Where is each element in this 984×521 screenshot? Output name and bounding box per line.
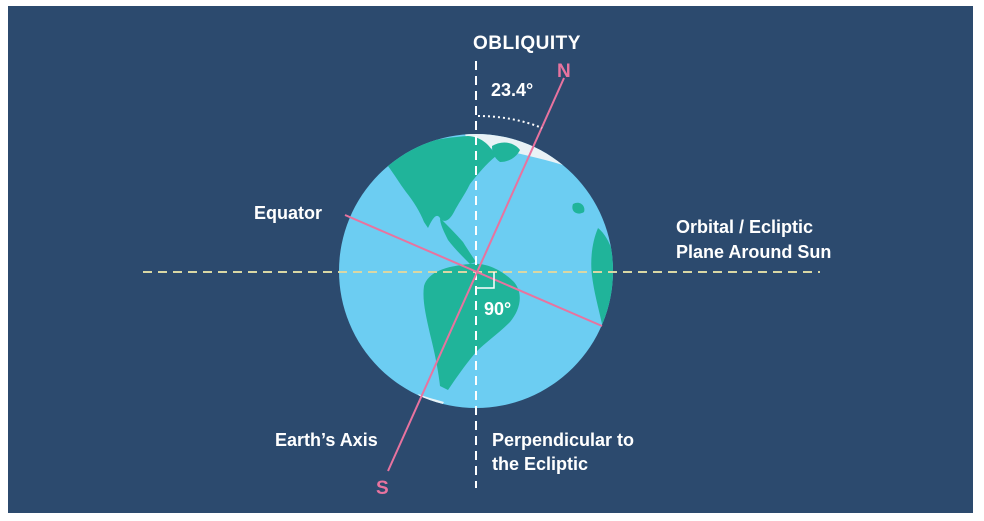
earth-axis-line: [387, 77, 565, 472]
north-pole-label: N: [557, 61, 571, 82]
right-angle-marker: [476, 272, 495, 289]
south-america: [423, 263, 520, 390]
europe-island: [572, 202, 585, 214]
obliquity-diagram: [143, 61, 820, 488]
perpendicular-label-line2: the Ecliptic: [492, 454, 589, 474]
earth-globe: [339, 134, 613, 408]
north-america: [388, 136, 496, 228]
tilt-angle-label: 23.4°: [491, 80, 534, 100]
perpendicular-label-line1: Perpendicular to: [492, 430, 635, 450]
greenland: [492, 142, 520, 162]
diagram-title: OBLIQUITY: [473, 33, 581, 54]
central-america: [440, 218, 476, 264]
orbital-plane-label-line1: Orbital / Ecliptic: [676, 217, 814, 237]
diagram-canvas: OBLIQUITY 23.4° N S Equator Orbital / Ec…: [8, 6, 973, 513]
right-angle-label: 90°: [484, 299, 512, 319]
equator-line: [344, 214, 603, 327]
equator-label: Equator: [254, 203, 323, 223]
earth-axis-label: Earth’s Axis: [275, 430, 378, 450]
south-pole-label: S: [376, 478, 389, 499]
tilt-angle-arc: [477, 115, 543, 129]
orbital-plane-label-line2: Plane Around Sun: [676, 242, 832, 262]
